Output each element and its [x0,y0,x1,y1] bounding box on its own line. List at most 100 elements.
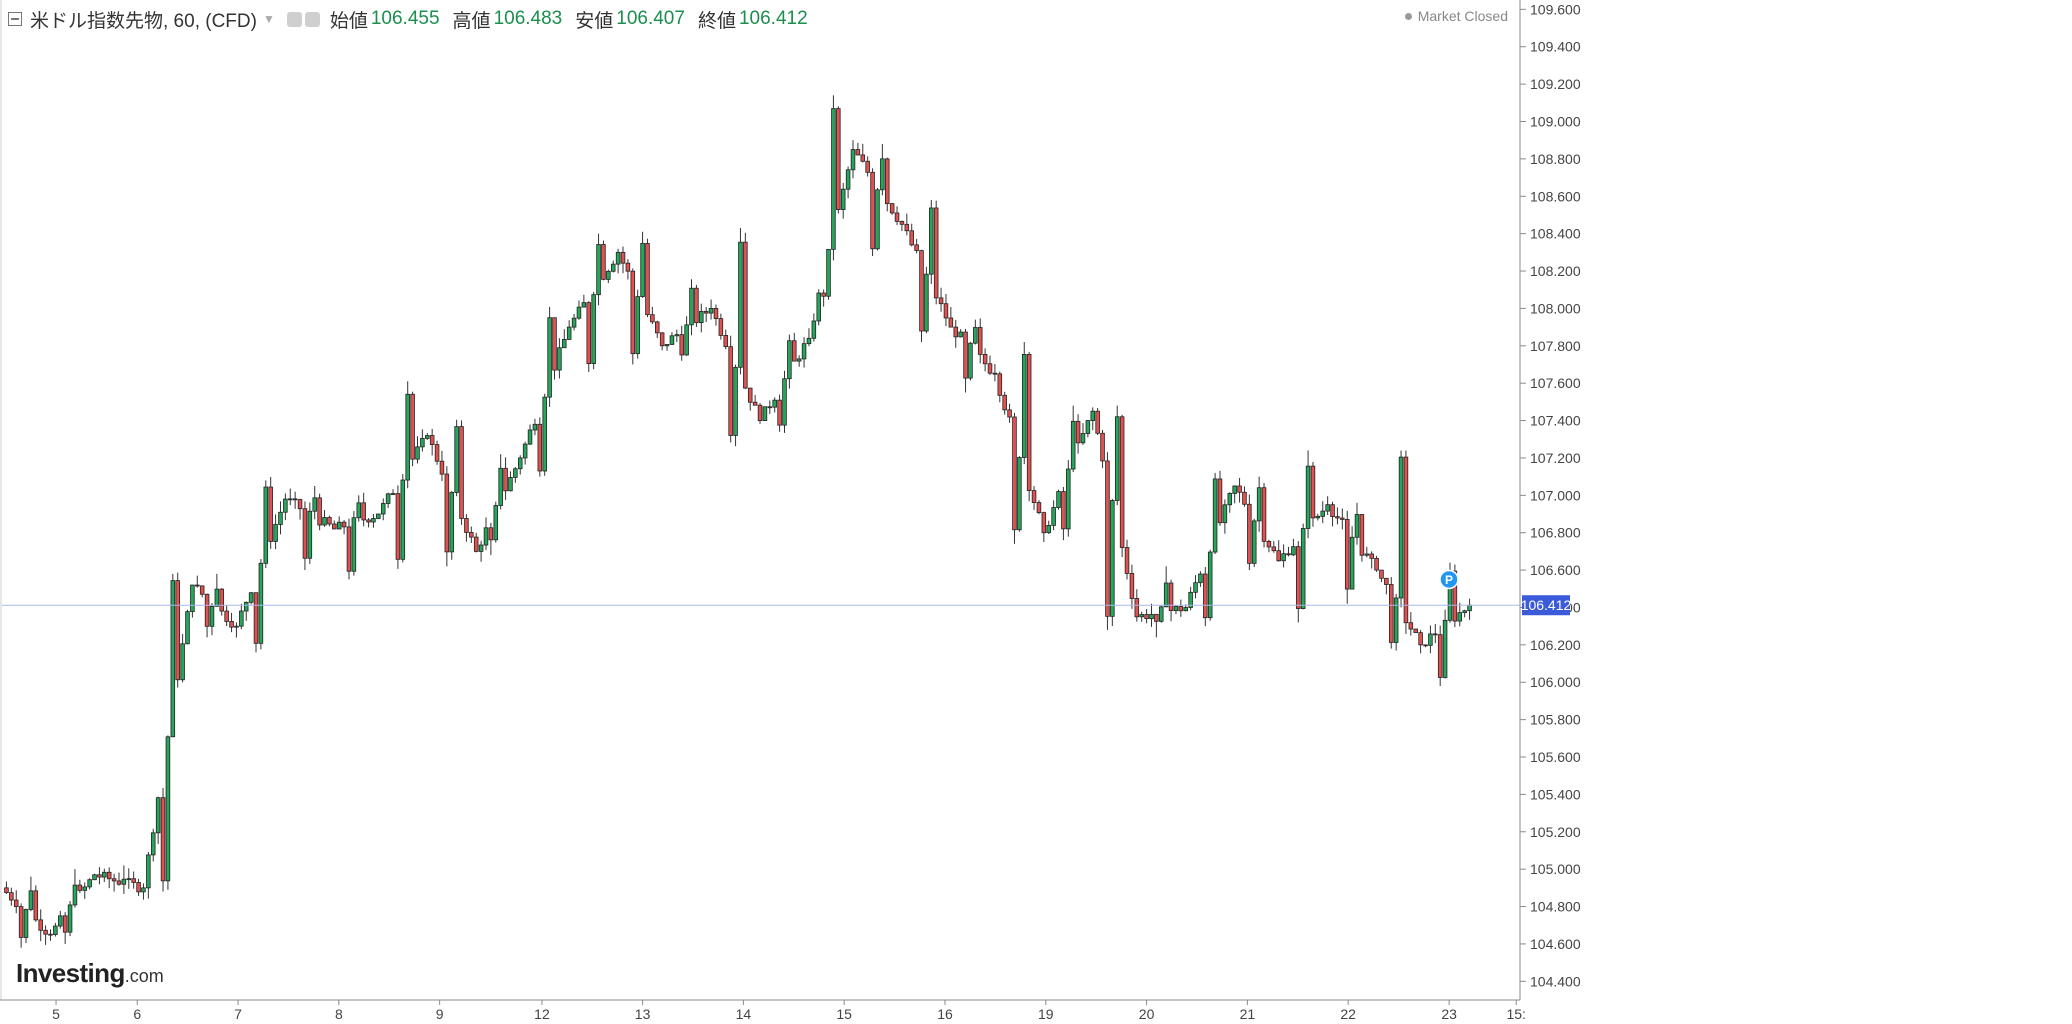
candle-body [1124,547,1130,574]
candle-body [777,399,782,426]
candle-body [1075,420,1081,444]
candle-body [977,327,983,355]
candle-body [953,326,959,338]
candle-body [361,502,366,521]
candle-body [982,353,988,365]
candle-body [87,879,92,888]
candle-body [840,188,846,210]
candle-body [1159,606,1164,622]
candle-body [1242,491,1247,505]
candle-body [1418,632,1423,646]
candle-body [1374,557,1379,571]
candle-body [449,492,454,553]
candle-body [601,244,606,280]
current-price-badge [1522,595,1570,616]
candle-body [263,486,269,564]
candle-body [410,393,415,460]
y-tick-label: 107.400 [1530,413,1581,429]
candle-body [336,521,342,530]
candle-body [1105,460,1110,617]
candle-body [1017,457,1022,531]
candle-body [924,273,929,332]
y-tick-label: 105.600 [1530,749,1581,765]
candle-body [1173,606,1179,612]
candle-body [571,317,577,328]
candle-body [400,479,406,560]
candle-body [175,580,180,681]
y-tick-label: 106.600 [1530,562,1581,578]
chevron-down-icon[interactable]: ▼ [262,12,275,26]
candle-body [58,915,63,927]
candle-body [933,207,939,299]
candle-body [77,884,83,891]
x-tick-label: 6 [133,1006,141,1022]
candle-body [1212,478,1218,553]
candle-body [522,443,528,459]
logo-suffix-text: .com [124,966,164,986]
candle-body [307,510,313,559]
x-tick-label: 5 [52,1006,60,1022]
visibility-icon[interactable] [304,11,320,27]
candle-body [405,393,410,481]
candle-body [224,610,229,622]
candle-body [155,797,161,834]
candle-body [1022,354,1027,458]
instrument-title[interactable]: 米ドル指数先物, 60, (CFD) [30,10,257,32]
y-tick-label: 107.000 [1530,487,1581,503]
candle-body [1423,644,1428,647]
candle-body [1281,553,1286,562]
candle-body [1251,520,1257,564]
candle-body [1393,597,1399,643]
candle-body [581,302,587,308]
candle-body [1276,550,1281,562]
candle-body [987,363,993,374]
candle-body [1364,553,1370,556]
candle-body [38,919,43,931]
candle-body [415,446,420,460]
candle-body [655,321,660,334]
candle-body [464,518,469,533]
candle-body [855,149,861,156]
candle-body [1144,614,1149,620]
x-tick-label: 14 [736,1006,752,1022]
y-tick-label: 107.600 [1530,375,1581,391]
candle-body [752,401,758,406]
x-tick-label: 7 [234,1006,242,1022]
y-tick-label: 107.200 [1530,450,1581,466]
y-tick-label: 105.800 [1530,712,1581,728]
candle-body [747,387,753,403]
candle-body [371,518,376,523]
x-tick-label: 15 [836,1006,852,1022]
candle-body [288,498,293,501]
candle-body [679,334,684,356]
high-value: 106.483 [493,8,563,29]
candle-body [322,517,327,526]
candle-body [610,263,616,272]
p-marker-icon[interactable] [1439,569,1459,590]
candle-body [787,340,792,380]
candle-body [356,502,362,519]
candle-body [131,878,136,883]
settings-icon[interactable] [286,11,302,27]
candle-body [503,467,508,492]
candle-body [1286,553,1291,556]
candle-body [146,854,151,889]
candle-body [121,878,127,885]
candle-body [889,203,895,214]
candle-body [13,899,19,907]
candle-body [1026,354,1032,492]
candle-body [1300,528,1306,609]
x-tick-label: 21 [1240,1006,1256,1022]
candle-body [351,517,357,572]
candle-body [650,314,655,323]
y-tick-label: 108.600 [1530,188,1581,204]
candle-body [1095,410,1100,434]
candle-body [1408,622,1414,630]
candle-body [1100,432,1105,462]
candle-body [899,220,905,225]
candle-body [180,643,185,681]
high-label: 高値 [452,10,491,32]
collapse-icon[interactable] [8,12,22,26]
candle-body [62,915,68,933]
